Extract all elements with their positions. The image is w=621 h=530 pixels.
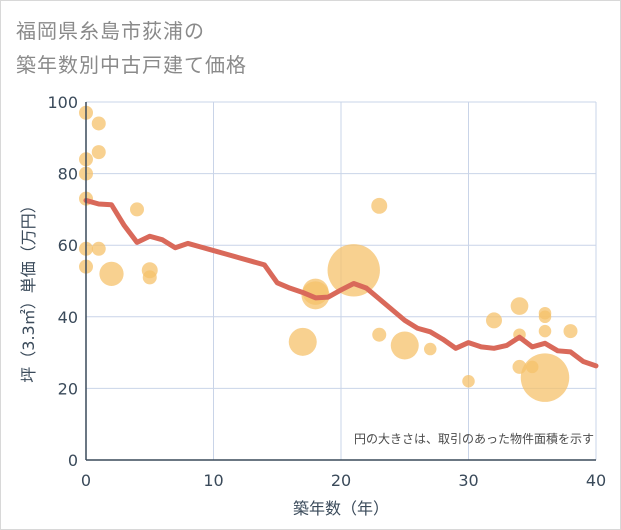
data-bubble [390,331,419,360]
size-note: 円の大きさは、取引のあった物件面積を示す [354,431,594,446]
data-bubble [91,145,106,160]
chart-title: 福岡県糸島市荻浦の 築年数別中古戸建て価格 [16,14,247,82]
data-bubble [91,241,106,256]
data-bubble [510,297,529,315]
data-bubble [327,244,380,297]
data-bubble [520,353,570,402]
data-bubble [142,270,157,285]
data-bubble [538,310,552,324]
x-tick-label: 20 [331,471,351,490]
x-tick-label: 0 [81,471,91,490]
y-tick-label: 40 [58,308,78,327]
data-bubble [371,197,388,214]
y-tick-label: 0 [68,451,78,470]
data-bubble [538,324,552,338]
data-bubble [372,327,387,342]
title-line-2: 築年数別中古戸建て価格 [16,53,247,77]
data-bubble [130,202,144,217]
data-bubble [462,374,475,388]
data-bubble [91,116,106,131]
y-tick-label: 100 [47,93,78,112]
x-axis-label: 築年数（年） [293,499,389,518]
trend-line [83,197,599,369]
axes [85,102,596,461]
y-tick-label: 60 [58,236,78,255]
data-bubble [486,312,502,329]
data-bubble [423,342,437,356]
data-bubble [563,324,578,339]
data-bubble [288,327,317,356]
bubble-layer [79,105,578,402]
x-tick-label: 30 [458,471,478,490]
tick-labels: 0 10 20 30 40 0 20 40 60 80 100 [47,93,606,490]
data-bubble [99,261,124,286]
trend-line-layer [83,197,599,369]
x-tick-label: 10 [203,471,223,490]
title-line-1: 福岡県糸島市荻浦の [16,19,205,43]
y-axis-label: 坪（3.3㎡）単価（万円） [19,197,38,382]
y-tick-label: 80 [58,165,78,184]
x-tick-label: 40 [586,471,606,490]
y-tick-label: 20 [58,379,78,398]
